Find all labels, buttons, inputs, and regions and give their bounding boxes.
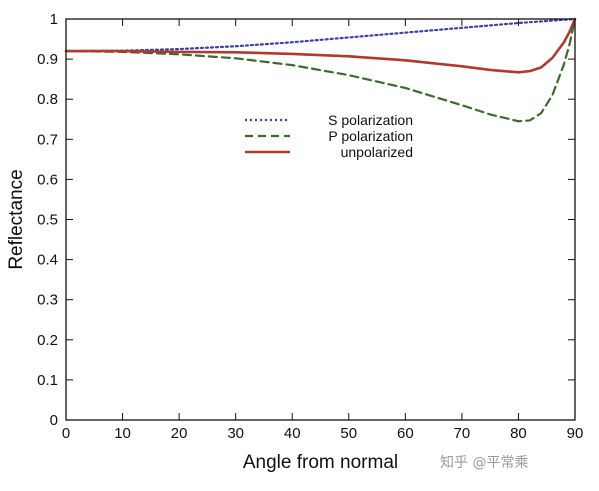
x-tick-label: 20 [171,425,188,442]
y-axis-title: Reflectance [6,169,27,269]
x-axis-title: Angle from normal [243,452,398,473]
x-tick-label: 80 [510,425,527,442]
series-line-unpolarized [64,17,577,74]
y-tick-label: 0.9 [37,51,58,68]
y-tick-label: 0.7 [37,131,58,148]
x-tick-label: 70 [454,425,471,442]
series-line-s-polarization [64,17,577,53]
legend-label: S polarization [328,112,413,128]
y-tick-label: 0.6 [37,171,58,188]
y-tick-label: 0.5 [37,212,58,229]
x-tick-label: 0 [62,425,70,442]
series-line-p-polarization [64,17,577,123]
plot-frame [65,18,576,421]
x-tick-label: 30 [227,425,244,442]
y-tick-label: 0.3 [37,292,58,309]
y-tick-label: 0.2 [37,332,58,349]
x-tick-label: 50 [340,425,357,442]
y-tick-label: 0.8 [37,91,58,108]
y-tick-label: 1 [50,11,58,28]
watermark: 知乎 @平常乘 [440,455,529,471]
legend-label: unpolarized [341,144,413,160]
x-tick-label: 40 [284,425,301,442]
y-tick-label: 0.1 [37,372,58,389]
x-tick-label: 10 [114,425,131,442]
x-tick-label: 60 [397,425,414,442]
y-tick-label: 0.4 [37,252,58,269]
ticks-layer: 0 10 20 30 40 50 60 70 80 90 0 0.1 0.2 0.3 0.4 0.5 0.6 0.… [37,11,583,442]
legend-label: P polarization [328,128,413,144]
x-tick-label: 90 [567,425,584,442]
y-tick-label: 0 [50,412,58,429]
series-layer [64,17,577,123]
